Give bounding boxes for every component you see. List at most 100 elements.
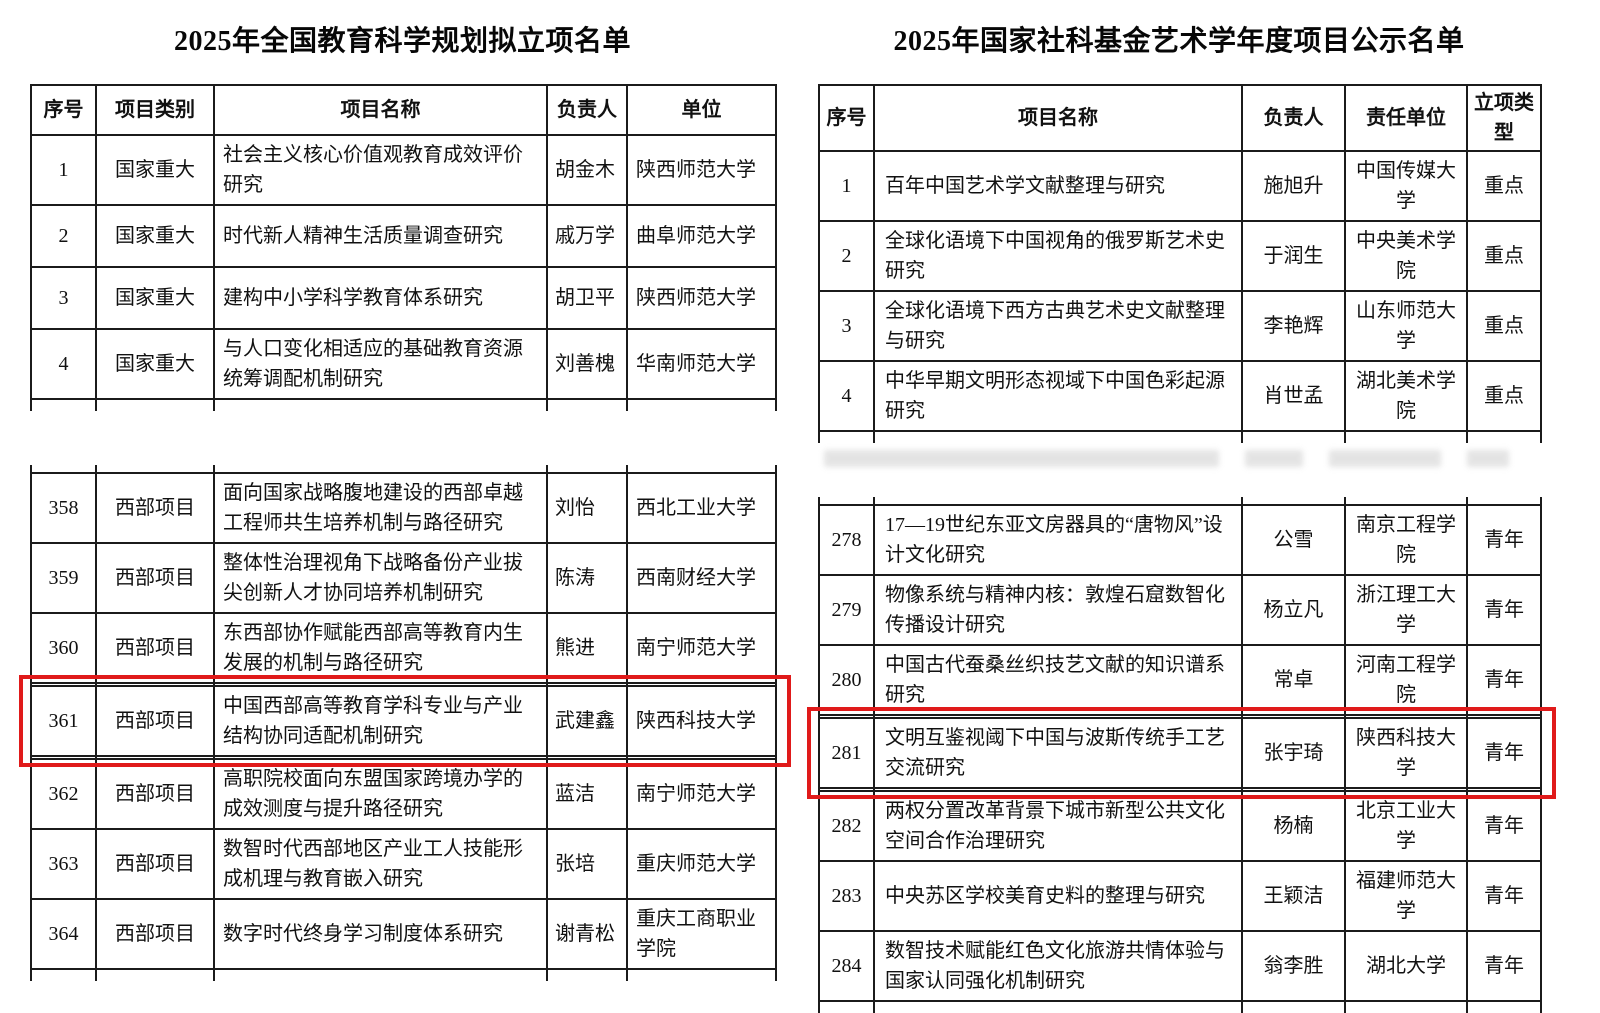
table-cell: 胡金木 bbox=[546, 134, 628, 206]
table-row: 278 17—19世纪东亚文房器具的“唐物风”设计文化研究 公雪 南京工程学院 青年 bbox=[818, 504, 1542, 576]
filler-cell bbox=[95, 755, 215, 760]
filler-cell bbox=[1241, 1001, 1346, 1013]
table-row: 序号 项目名称 负责人 责任单位 立项类型 bbox=[818, 84, 1542, 152]
table-cell: 西部项目 bbox=[95, 898, 215, 970]
filler-cell bbox=[1466, 1001, 1542, 1013]
filler-cell bbox=[626, 755, 777, 760]
filler-row bbox=[818, 497, 1542, 505]
table-row: 1 百年中国艺术学文献整理与研究 施旭升 中国传媒大学 重点 bbox=[818, 150, 1542, 222]
blurred-text bbox=[1245, 450, 1303, 467]
filler-cell bbox=[30, 399, 97, 411]
filler-row bbox=[30, 465, 777, 473]
art-projects-panel: 2025年国家社科基金艺术学年度项目公示名单 序号 项目名称 负责人 责任单位 立项类型… bbox=[807, 0, 1556, 1013]
table-cell: 西部项目 bbox=[95, 542, 215, 614]
filler-cell bbox=[546, 755, 628, 760]
filler-row bbox=[30, 399, 777, 411]
table-cell: 青年 bbox=[1466, 644, 1542, 716]
table-cell: 青年 bbox=[1466, 504, 1542, 576]
education-projects-table-bottom: 358 西部项目 面向国家战略腹地建设的西部卓越工程师共生培养机制与路径研究 刘怡 西北… bbox=[30, 465, 777, 981]
filler-cell bbox=[818, 1001, 875, 1013]
column-header: 立项类型 bbox=[1466, 84, 1542, 152]
filler-row bbox=[818, 714, 1542, 719]
table-cell: 青年 bbox=[1466, 790, 1542, 862]
filler-cell bbox=[30, 755, 97, 760]
filler-cell bbox=[95, 969, 215, 981]
table-cell: 364 bbox=[30, 898, 97, 970]
table-cell: 全球化语境下中国视角的俄罗斯艺术史研究 bbox=[873, 220, 1243, 292]
table-cell: 西部项目 bbox=[95, 828, 215, 900]
table-cell: 4 bbox=[30, 328, 97, 400]
filler-cell bbox=[1241, 497, 1346, 505]
filler-cell bbox=[95, 682, 215, 687]
page-title: 2025年国家社科基金艺术学年度项目公示名单 bbox=[893, 26, 1465, 57]
table-cell: 数智时代西部地区产业工人技能形成机理与教育嵌入研究 bbox=[213, 828, 548, 900]
art-projects-table-top: 序号 项目名称 负责人 责任单位 立项类型 1 百年中国艺术学文献整理与研究 施旭升 中国传媒大… bbox=[818, 84, 1542, 443]
filler-cell bbox=[1344, 497, 1468, 505]
blurred-text bbox=[1329, 450, 1441, 467]
table-cell: 面向国家战略腹地建设的西部卓越工程师共生培养机制与路径研究 bbox=[213, 472, 548, 544]
table-cell: 高职院校面向东盟国家跨境办学的成效测度与提升路径研究 bbox=[213, 758, 548, 830]
table-cell: 蓝洁 bbox=[546, 758, 628, 830]
table-cell: 陕西科技大学 bbox=[1344, 717, 1468, 789]
table-cell: 北京工业大学 bbox=[1344, 790, 1468, 862]
document-page: { "highlight_color": "#e01a1a", "left_ta… bbox=[19, 0, 1556, 1013]
filler-cell bbox=[213, 399, 548, 411]
table-cell: 刘善槐 bbox=[546, 328, 628, 400]
filler-cell bbox=[546, 399, 628, 411]
filler-row bbox=[30, 969, 777, 981]
filler-cell bbox=[873, 1001, 1243, 1013]
filler-cell bbox=[873, 497, 1243, 505]
table-row: 3 全球化语境下西方古典艺术史文献整理与研究 李艳辉 山东师范大学 重点 bbox=[818, 290, 1542, 362]
table-cell: 与人口变化相适应的基础教育资源统筹调配机制研究 bbox=[213, 328, 548, 400]
blurred-text bbox=[1467, 450, 1509, 467]
table-cell: 4 bbox=[818, 360, 875, 432]
table-cell: 湖北美术学院 bbox=[1344, 360, 1468, 432]
table-row: 359 西部项目 整体性治理视角下战略备份产业拔尖创新人才协同培养机制研究 陈涛 西南财… bbox=[30, 542, 777, 614]
table-row: 363 西部项目 数智时代西部地区产业工人技能形成机理与教育嵌入研究 张培 重庆师范大学 bbox=[30, 828, 777, 900]
table-cell: 全球化语境下西方古典艺术史文献整理与研究 bbox=[873, 290, 1243, 362]
table-cell: 肖世孟 bbox=[1241, 360, 1346, 432]
table-cell: 青年 bbox=[1466, 860, 1542, 932]
filler-row bbox=[30, 755, 777, 760]
table-row: 282 两权分置改革背景下城市新型公共文化空间合作治理研究 杨楠 北京工业大学 青年 bbox=[818, 790, 1542, 862]
table-cell: 公雪 bbox=[1241, 504, 1346, 576]
table-cell: 西北工业大学 bbox=[626, 472, 777, 544]
table-cell: 280 bbox=[818, 644, 875, 716]
table-cell: 西部项目 bbox=[95, 758, 215, 830]
table-cell: 胡卫平 bbox=[546, 266, 628, 330]
table-cell: 279 bbox=[818, 574, 875, 646]
table-cell: 陈涛 bbox=[546, 542, 628, 614]
table-cell: 南宁师范大学 bbox=[626, 758, 777, 830]
filler-cell bbox=[818, 431, 875, 443]
table-row: 361 西部项目 中国西部高等教育学科专业与产业结构协同适配机制研究 武建鑫 陕西科技大… bbox=[30, 685, 777, 757]
filler-row bbox=[30, 682, 777, 687]
table-cell: 杨立凡 bbox=[1241, 574, 1346, 646]
filler-cell bbox=[1344, 431, 1468, 443]
table-row: 2 国家重大 时代新人精神生活质量调查研究 戚万学 曲阜师范大学 bbox=[30, 204, 777, 268]
table-cell: 重点 bbox=[1466, 220, 1542, 292]
table-cell: 西部项目 bbox=[95, 472, 215, 544]
table-cell: 文明互鉴视阈下中国与波斯传统手工艺交流研究 bbox=[873, 717, 1243, 789]
filler-row bbox=[818, 787, 1542, 792]
filler-cell bbox=[1466, 714, 1542, 719]
table-row: 284 数智技术赋能红色文化旅游共情体验与国家认同强化机制研究 翁李胜 湖北大学 青年 bbox=[818, 930, 1542, 1002]
table-cell: 中国传媒大学 bbox=[1344, 150, 1468, 222]
column-header: 项目名称 bbox=[873, 84, 1243, 152]
table-cell: 362 bbox=[30, 758, 97, 830]
filler-cell bbox=[1241, 714, 1346, 719]
table-cell: 陕西师范大学 bbox=[626, 134, 777, 206]
table-cell: 杨楠 bbox=[1241, 790, 1346, 862]
filler-cell bbox=[1344, 1001, 1468, 1013]
education-projects-panel: 2025年全国教育科学规划拟立项名单 序号 项目类别 项目名称 负责人 单位 1 国家重大社… bbox=[19, 0, 791, 981]
table-row: 360 西部项目 东西部协作赋能西部高等教育内生发展的机制与路径研究 熊进 南宁师范大学 bbox=[30, 612, 777, 684]
filler-cell bbox=[95, 465, 215, 473]
column-header: 序号 bbox=[818, 84, 875, 152]
table-cell: 曲阜师范大学 bbox=[626, 204, 777, 268]
table-cell: 青年 bbox=[1466, 930, 1542, 1002]
table-cell: 陕西科技大学 bbox=[626, 685, 777, 757]
filler-cell bbox=[95, 399, 215, 411]
filler-cell bbox=[213, 465, 548, 473]
table-cell: 358 bbox=[30, 472, 97, 544]
table-cell: 278 bbox=[818, 504, 875, 576]
table-row: 362 西部项目 高职院校面向东盟国家跨境办学的成效测度与提升路径研究 蓝洁 南宁师范大… bbox=[30, 758, 777, 830]
